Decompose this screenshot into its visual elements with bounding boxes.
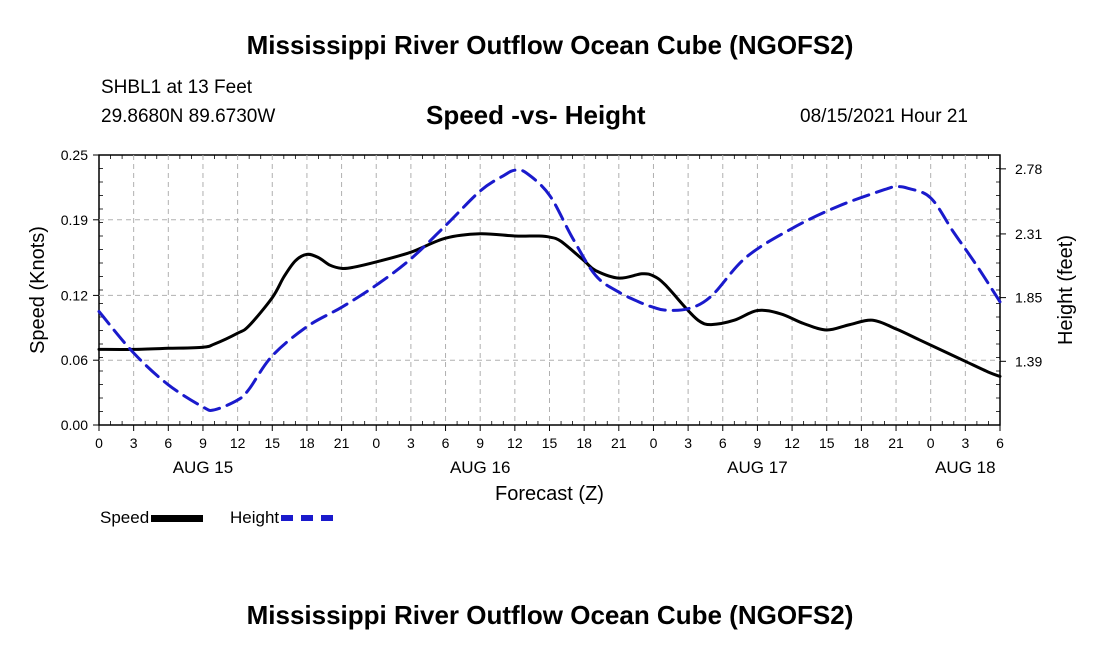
legend-speed-label: Speed <box>100 508 150 527</box>
speed-height-chart: 0 3 6 9 12 15 18 21 0 3 6 9 12 15 18 21 0 3 6 9 12 15 18 21 0 3 6 0… <box>27 147 1077 505</box>
x-tick-label: 9 <box>754 435 762 451</box>
x-tick-label: 6 <box>442 435 450 451</box>
x-tick-label: 0 <box>372 435 380 451</box>
y2-tick-label: 1.85 <box>1015 290 1042 306</box>
x-tick-label: 9 <box>476 435 484 451</box>
coordinates-label: 29.8680N 89.6730W <box>101 106 276 127</box>
x-tick-label: 21 <box>334 435 350 451</box>
x-tick-label: 21 <box>611 435 627 451</box>
legend-height: Height <box>230 508 334 528</box>
x-tick-label: 9 <box>199 435 207 451</box>
y-tick-label: 0.12 <box>61 287 88 303</box>
x-tick-label: 3 <box>407 435 415 451</box>
bottom-title: Mississippi River Outflow Ocean Cube (NG… <box>246 600 854 630</box>
series-line-height <box>97 168 1002 412</box>
legend-speed-swatch <box>151 514 204 522</box>
y-tick-label: 0.25 <box>61 147 88 163</box>
x-tick-label: 12 <box>507 435 523 451</box>
legend-height-label: Height <box>230 508 280 527</box>
x-tick-label: 18 <box>576 435 592 451</box>
x-tick-label: 15 <box>819 435 835 451</box>
x-tick-label: 21 <box>888 435 904 451</box>
x-tick-label: 15 <box>542 435 558 451</box>
y-tick-label: 0.06 <box>61 352 88 368</box>
y2-tick-label: 2.78 <box>1015 161 1042 177</box>
x-tick-label: 3 <box>684 435 692 451</box>
x-tick-label: 6 <box>164 435 172 451</box>
y-axis-title: Speed (Knots) <box>27 226 49 354</box>
legend-height-swatch <box>281 515 334 521</box>
datetime-label: 08/15/2021 Hour 21 <box>800 106 968 127</box>
x-tick-label: 0 <box>650 435 658 451</box>
chart-subtitle: Speed -vs- Height <box>426 100 646 130</box>
x-tick-label: 0 <box>95 435 103 451</box>
x-tick-label: 3 <box>961 435 969 451</box>
date-label: AUG 17 <box>727 458 787 477</box>
x-tick-label: 18 <box>299 435 315 451</box>
x-tick-label: 3 <box>130 435 138 451</box>
y2-tick-label: 1.39 <box>1015 353 1042 369</box>
x-tick-label: 6 <box>996 435 1004 451</box>
y2-axis-title: Height (feet) <box>1055 235 1077 345</box>
series-line-speed <box>97 232 1002 378</box>
station-label: SHBL1 at 13 Feet <box>101 77 253 98</box>
date-label: AUG 18 <box>935 458 995 477</box>
x-tick-label: 18 <box>854 435 870 451</box>
date-label: AUG 15 <box>173 458 233 477</box>
x-tick-label: 0 <box>927 435 935 451</box>
y-tick-label: 0.19 <box>61 212 88 228</box>
top-title: Mississippi River Outflow Ocean Cube (NG… <box>246 30 854 60</box>
x-tick-label: 12 <box>784 435 800 451</box>
date-label: AUG 16 <box>450 458 510 477</box>
x-tick-label: 15 <box>264 435 280 451</box>
x-tick-label: 6 <box>719 435 727 451</box>
y2-tick-label: 2.31 <box>1015 226 1042 242</box>
y-tick-label: 0.00 <box>61 417 88 433</box>
legend-speed: Speed <box>100 508 204 528</box>
x-tick-label: 12 <box>230 435 246 451</box>
x-axis-title: Forecast (Z) <box>495 483 604 505</box>
